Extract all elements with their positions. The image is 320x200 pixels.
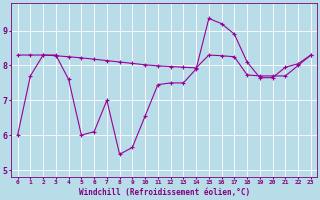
X-axis label: Windchill (Refroidissement éolien,°C): Windchill (Refroidissement éolien,°C) [79, 188, 250, 197]
